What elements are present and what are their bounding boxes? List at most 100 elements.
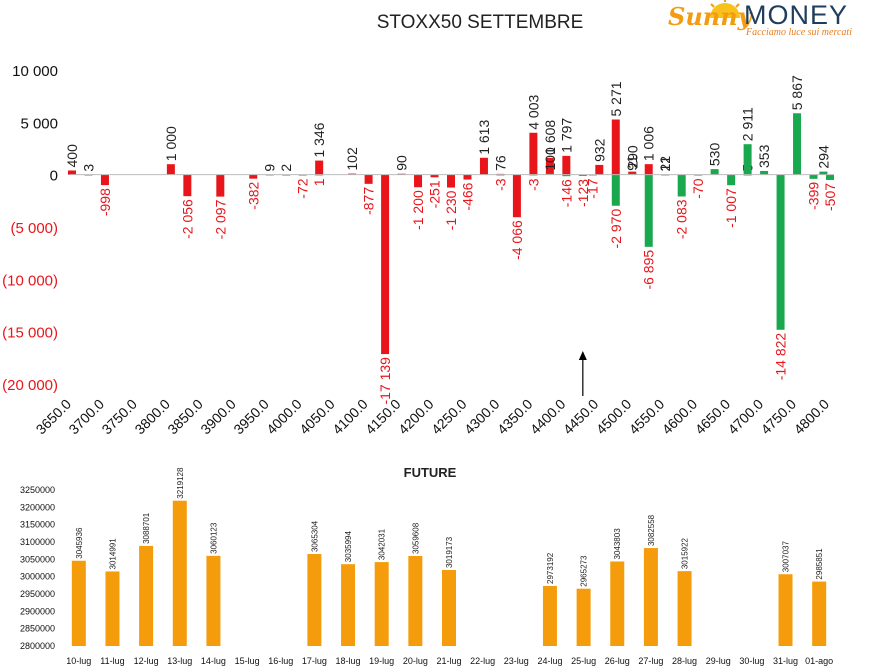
future-x-tick-label: 17-lug bbox=[302, 656, 327, 666]
future-y-tick-label: 3100000 bbox=[20, 537, 55, 547]
future-bar bbox=[643, 548, 658, 646]
data-label: -2 970 bbox=[608, 209, 624, 249]
future-data-label: 3042031 bbox=[378, 528, 387, 560]
data-label: -2 056 bbox=[179, 199, 195, 239]
future-bar bbox=[778, 574, 793, 646]
data-label: -251 bbox=[427, 180, 443, 208]
future-x-tick-label: 28-lug bbox=[672, 656, 697, 666]
future-x-tick-label: 20-lug bbox=[403, 656, 428, 666]
green-bar bbox=[826, 174, 834, 180]
future-x-tick-label: 15-lug bbox=[235, 656, 260, 666]
data-label: -507 bbox=[822, 183, 838, 211]
data-label: -14 822 bbox=[773, 333, 789, 381]
y-tick-label: (5 000) bbox=[10, 220, 58, 237]
data-label: 4 003 bbox=[525, 95, 541, 130]
green-bar bbox=[545, 173, 554, 175]
future-bar bbox=[677, 571, 692, 646]
future-data-label: 3219128 bbox=[176, 467, 185, 499]
future-x-tick-label: 18-lug bbox=[336, 656, 361, 666]
future-bar bbox=[172, 500, 187, 646]
arrow-head-icon bbox=[578, 351, 587, 360]
future-y-tick-label: 3250000 bbox=[20, 485, 55, 495]
logo-tagline: Facciamo luce sui mercati bbox=[746, 27, 852, 38]
data-label: -3 bbox=[525, 178, 541, 191]
logo-sunny: Sunny bbox=[668, 2, 752, 31]
future-x-tick-label: 30-lug bbox=[739, 656, 764, 666]
data-label: 932 bbox=[591, 138, 607, 162]
data-label: 1 613 bbox=[476, 120, 492, 155]
data-label: 90 bbox=[394, 155, 410, 171]
data-label: -877 bbox=[361, 187, 377, 215]
data-label: -399 bbox=[806, 182, 822, 210]
future-bar bbox=[341, 564, 356, 646]
data-label: -17 139 bbox=[377, 357, 393, 405]
red-bar bbox=[166, 164, 175, 175]
y-tick-label: 10 000 bbox=[12, 63, 58, 80]
data-label: 1 bbox=[311, 178, 327, 186]
future-x-tick-label: 11-lug bbox=[100, 656, 124, 666]
red-bar bbox=[611, 119, 620, 175]
data-label: -466 bbox=[459, 182, 475, 210]
future-data-label: 3007037 bbox=[782, 541, 791, 573]
future-data-label: 3082558 bbox=[647, 514, 656, 546]
future-bar bbox=[812, 581, 827, 646]
future-y-tick-label: 2800000 bbox=[20, 641, 55, 651]
data-label: -146 bbox=[558, 179, 574, 207]
future-data-label: 3043803 bbox=[613, 528, 622, 560]
future-x-tick-label: 26-lug bbox=[605, 656, 630, 666]
future-x-tick-label: 27-lug bbox=[638, 656, 663, 666]
data-label: -1 007 bbox=[723, 188, 739, 228]
green-bar bbox=[819, 171, 828, 175]
future-y-tick-label: 3200000 bbox=[20, 502, 55, 512]
data-label: -998 bbox=[97, 188, 113, 216]
data-label: -4 066 bbox=[509, 220, 525, 260]
logo-money: MONEY bbox=[744, 0, 849, 30]
data-label: 290 bbox=[624, 145, 640, 169]
green-bar bbox=[760, 170, 769, 175]
future-x-tick-label: 19-lug bbox=[369, 656, 394, 666]
future-bar bbox=[374, 562, 389, 646]
red-bar bbox=[348, 173, 357, 175]
red-bar bbox=[512, 174, 521, 218]
future-x-tick-label: 16-lug bbox=[268, 656, 293, 666]
future-data-label: 3088701 bbox=[142, 512, 151, 544]
red-bar bbox=[100, 174, 109, 186]
future-x-tick-label: 22-lug bbox=[470, 656, 495, 666]
future-y-tick-label: 2850000 bbox=[20, 624, 55, 634]
future-bar bbox=[139, 545, 154, 646]
chart-title: STOXX50 SETTEMBRE bbox=[376, 12, 584, 33]
red-bar bbox=[595, 164, 604, 175]
data-label: 1 608 bbox=[542, 120, 558, 155]
data-label: 294 bbox=[815, 145, 831, 169]
data-label: 2 bbox=[278, 164, 294, 172]
data-label: -2 097 bbox=[212, 199, 228, 239]
green-bar bbox=[644, 174, 653, 247]
red-bar bbox=[381, 174, 390, 355]
future-data-label: 2973192 bbox=[546, 552, 555, 584]
future-x-tick-label: 23-lug bbox=[504, 656, 529, 666]
red-bar bbox=[216, 174, 225, 197]
future-bar bbox=[71, 560, 86, 646]
future-x-tick-label: 21-lug bbox=[436, 656, 461, 666]
green-bar bbox=[578, 174, 587, 176]
green-bar bbox=[776, 174, 785, 330]
data-label: -382 bbox=[245, 181, 261, 209]
future-y-tick-label: 3000000 bbox=[20, 572, 55, 582]
future-x-tick-label: 25-lug bbox=[571, 656, 596, 666]
future-x-tick-label: 10-lug bbox=[66, 656, 91, 666]
future-data-label: 3059608 bbox=[411, 522, 420, 554]
future-data-label: 3035994 bbox=[344, 530, 353, 562]
future-x-tick-label: 24-lug bbox=[537, 656, 562, 666]
green-bar bbox=[611, 174, 620, 206]
sun-icon bbox=[710, 0, 740, 18]
future-x-tick-label: 01-ago bbox=[805, 656, 833, 666]
data-label: 12 bbox=[657, 156, 673, 172]
red-bar bbox=[430, 174, 439, 178]
data-label: 1 797 bbox=[558, 118, 574, 153]
red-bar bbox=[447, 174, 455, 188]
y-tick-label: (20 000) bbox=[2, 377, 58, 394]
red-bar bbox=[183, 174, 192, 197]
data-label: 102 bbox=[344, 147, 360, 171]
red-bar bbox=[68, 170, 76, 175]
data-label: 2 911 bbox=[740, 107, 756, 141]
